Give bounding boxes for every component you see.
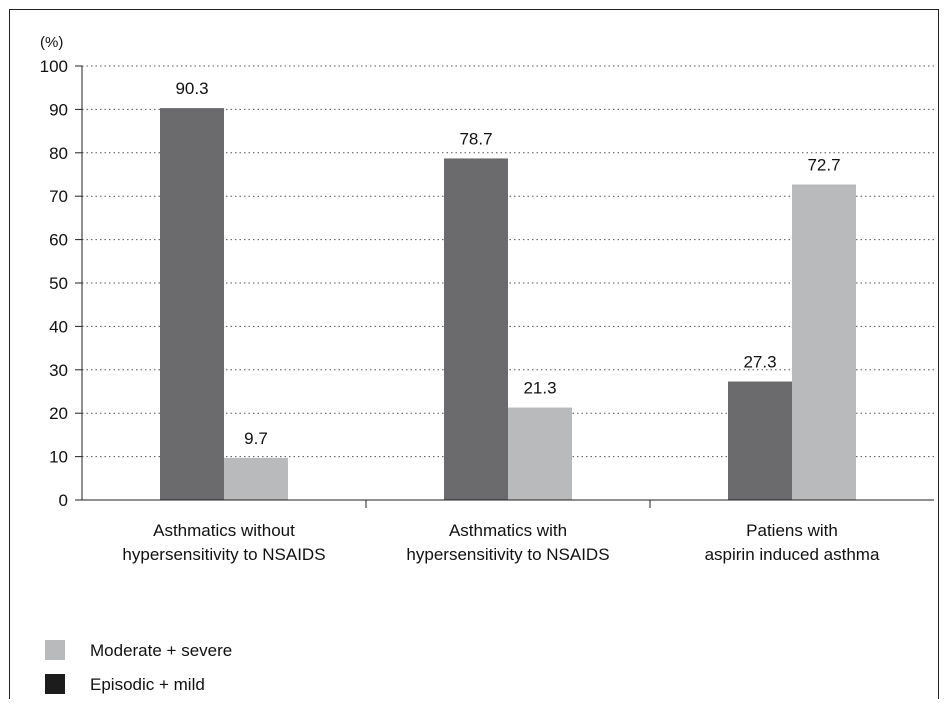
category-label: Patiens with xyxy=(746,521,838,540)
bar-value-label: 72.7 xyxy=(807,155,840,174)
legend-swatch xyxy=(45,640,65,660)
bar xyxy=(160,108,224,501)
y-axis-unit-label: (%) xyxy=(40,34,63,51)
category-labels: Asthmatics without hypersensitivity to NS… xyxy=(122,521,880,564)
y-tick-label: 70 xyxy=(49,187,68,206)
y-tick-label: 100 xyxy=(40,57,68,76)
bar-value-label: 90.3 xyxy=(175,79,208,98)
bar xyxy=(728,381,792,500)
legend-swatch xyxy=(45,674,65,694)
value-labels: 90.3 9.7 78.7 21.3 27.3 72.7 xyxy=(175,79,840,448)
y-tick-label: 10 xyxy=(49,448,68,467)
y-tick-label: 0 xyxy=(59,491,68,510)
bar-value-label: 21.3 xyxy=(523,379,556,398)
axes xyxy=(81,66,934,508)
y-tick-label: 30 xyxy=(49,361,68,380)
category-label: hypersensitivity to NSAIDS xyxy=(122,545,325,564)
y-tick-label: 80 xyxy=(49,144,68,163)
bar-value-label: 27.3 xyxy=(743,353,776,372)
chart-frame xyxy=(9,9,939,699)
y-tick-label: 20 xyxy=(49,404,68,423)
bar xyxy=(224,457,288,500)
legend: Moderate + severe Episodic + mild xyxy=(45,640,232,694)
y-axis-ticks: 0 10 20 30 40 50 60 70 80 90 100 xyxy=(40,57,82,510)
y-tick-label: 50 xyxy=(49,274,68,293)
y-tick-label: 60 xyxy=(49,231,68,250)
y-tick-label: 90 xyxy=(49,100,68,119)
y-tick-label: 40 xyxy=(49,317,68,336)
legend-label: Moderate + severe xyxy=(90,641,232,660)
bar xyxy=(508,407,572,500)
category-label: Asthmatics with xyxy=(449,521,567,540)
legend-label: Episodic + mild xyxy=(90,675,205,694)
category-label: Asthmatics without xyxy=(153,521,295,540)
category-label: hypersensitivity to NSAIDS xyxy=(406,545,609,564)
bar-value-label: 78.7 xyxy=(459,129,492,148)
bar xyxy=(444,158,508,500)
category-label: aspirin induced asthma xyxy=(705,545,880,564)
bars xyxy=(160,108,856,501)
bar xyxy=(792,184,856,500)
bar-value-label: 9.7 xyxy=(244,429,268,448)
